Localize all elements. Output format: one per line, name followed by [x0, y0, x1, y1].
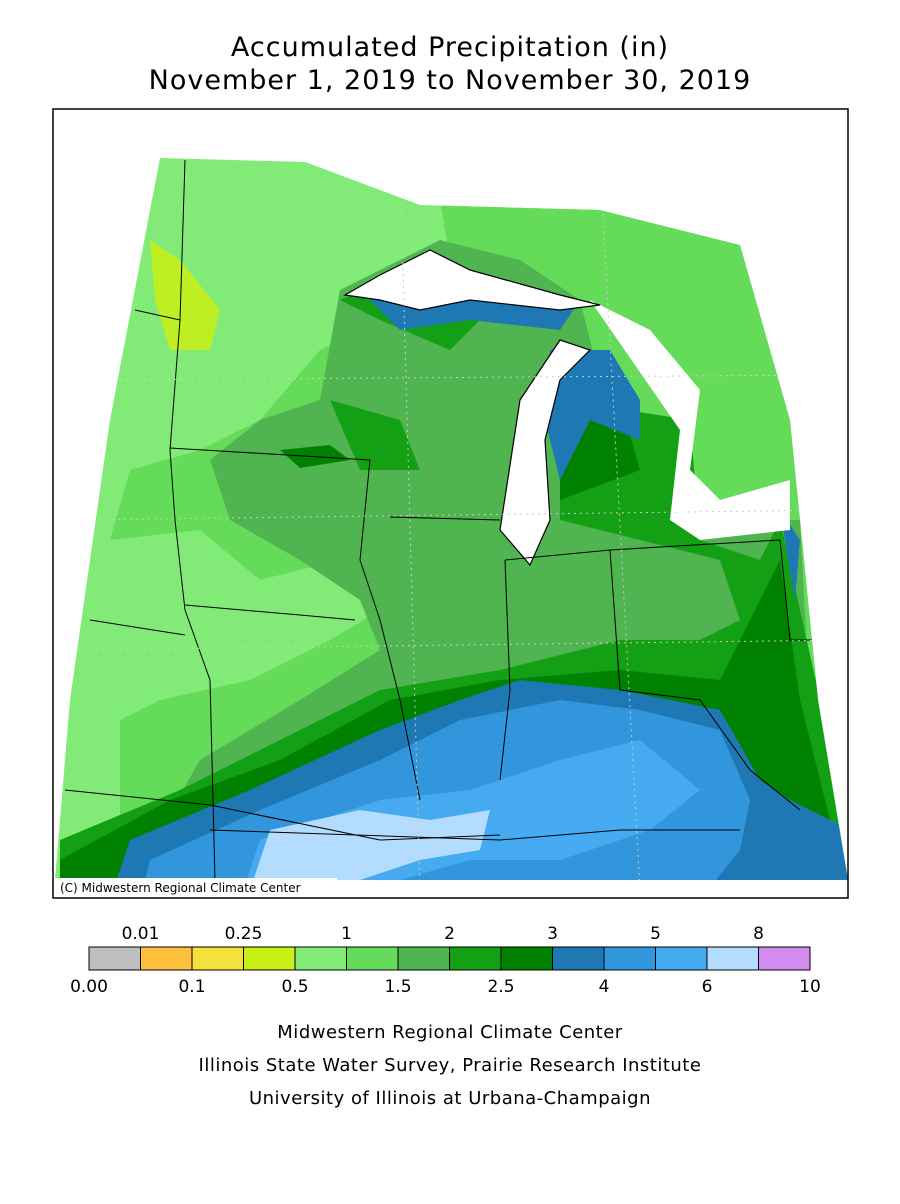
- credit-box: [55, 878, 337, 896]
- legend-swatch: [397, 946, 450, 971]
- legend-label: 2: [444, 924, 455, 944]
- legend-label: 1.5: [384, 977, 411, 997]
- legend-swatch: [655, 946, 708, 971]
- legend-swatch: [191, 946, 244, 971]
- legend-label: 0.25: [225, 924, 263, 944]
- legend-label: 0.00: [70, 977, 108, 997]
- legend-label: 5: [650, 924, 661, 944]
- legend-swatch: [294, 946, 347, 971]
- legend-swatch: [243, 946, 296, 971]
- legend-label: 2.5: [487, 977, 514, 997]
- title-line-1: Accumulated Precipitation (in): [231, 32, 669, 63]
- footer-line-1: Midwestern Regional Climate Center: [277, 1022, 623, 1043]
- footer-line-3: University of Illinois at Urbana-Champai…: [249, 1088, 651, 1109]
- legend-label: 0.01: [122, 924, 160, 944]
- legend-swatch: [552, 946, 605, 971]
- state-boundaries: [64, 159, 815, 880]
- legend: 0.00 0.01 0.1 0.25 0.5 1 1.5 2 2.5 3 4 5 6 8 10: [70, 924, 821, 997]
- footer-line-2: Illinois State Water Survey, Prairie Res…: [199, 1055, 702, 1076]
- legend-label: 1: [341, 924, 352, 944]
- legend-label: 8: [753, 924, 764, 944]
- legend-swatch: [706, 946, 759, 971]
- precipitation-map: [55, 158, 848, 880]
- legend-swatch: [500, 946, 553, 971]
- legend-swatch: [346, 946, 399, 971]
- legend-label: 0.5: [281, 977, 308, 997]
- legend-swatch: [449, 946, 502, 971]
- legend-swatch: [88, 946, 141, 971]
- map-frame: [52, 108, 849, 899]
- map-credit: (C) Midwestern Regional Climate Center: [60, 881, 301, 895]
- legend-label: 3: [547, 924, 558, 944]
- legend-label: 10: [799, 977, 821, 997]
- title-line-2: November 1, 2019 to November 30, 2019: [149, 65, 752, 96]
- legend-label: 6: [702, 977, 713, 997]
- legend-swatch: [758, 946, 811, 971]
- legend-swatch: [603, 946, 656, 971]
- legend-swatch: [140, 946, 193, 971]
- legend-label: 4: [599, 977, 610, 997]
- legend-label: 0.1: [178, 977, 205, 997]
